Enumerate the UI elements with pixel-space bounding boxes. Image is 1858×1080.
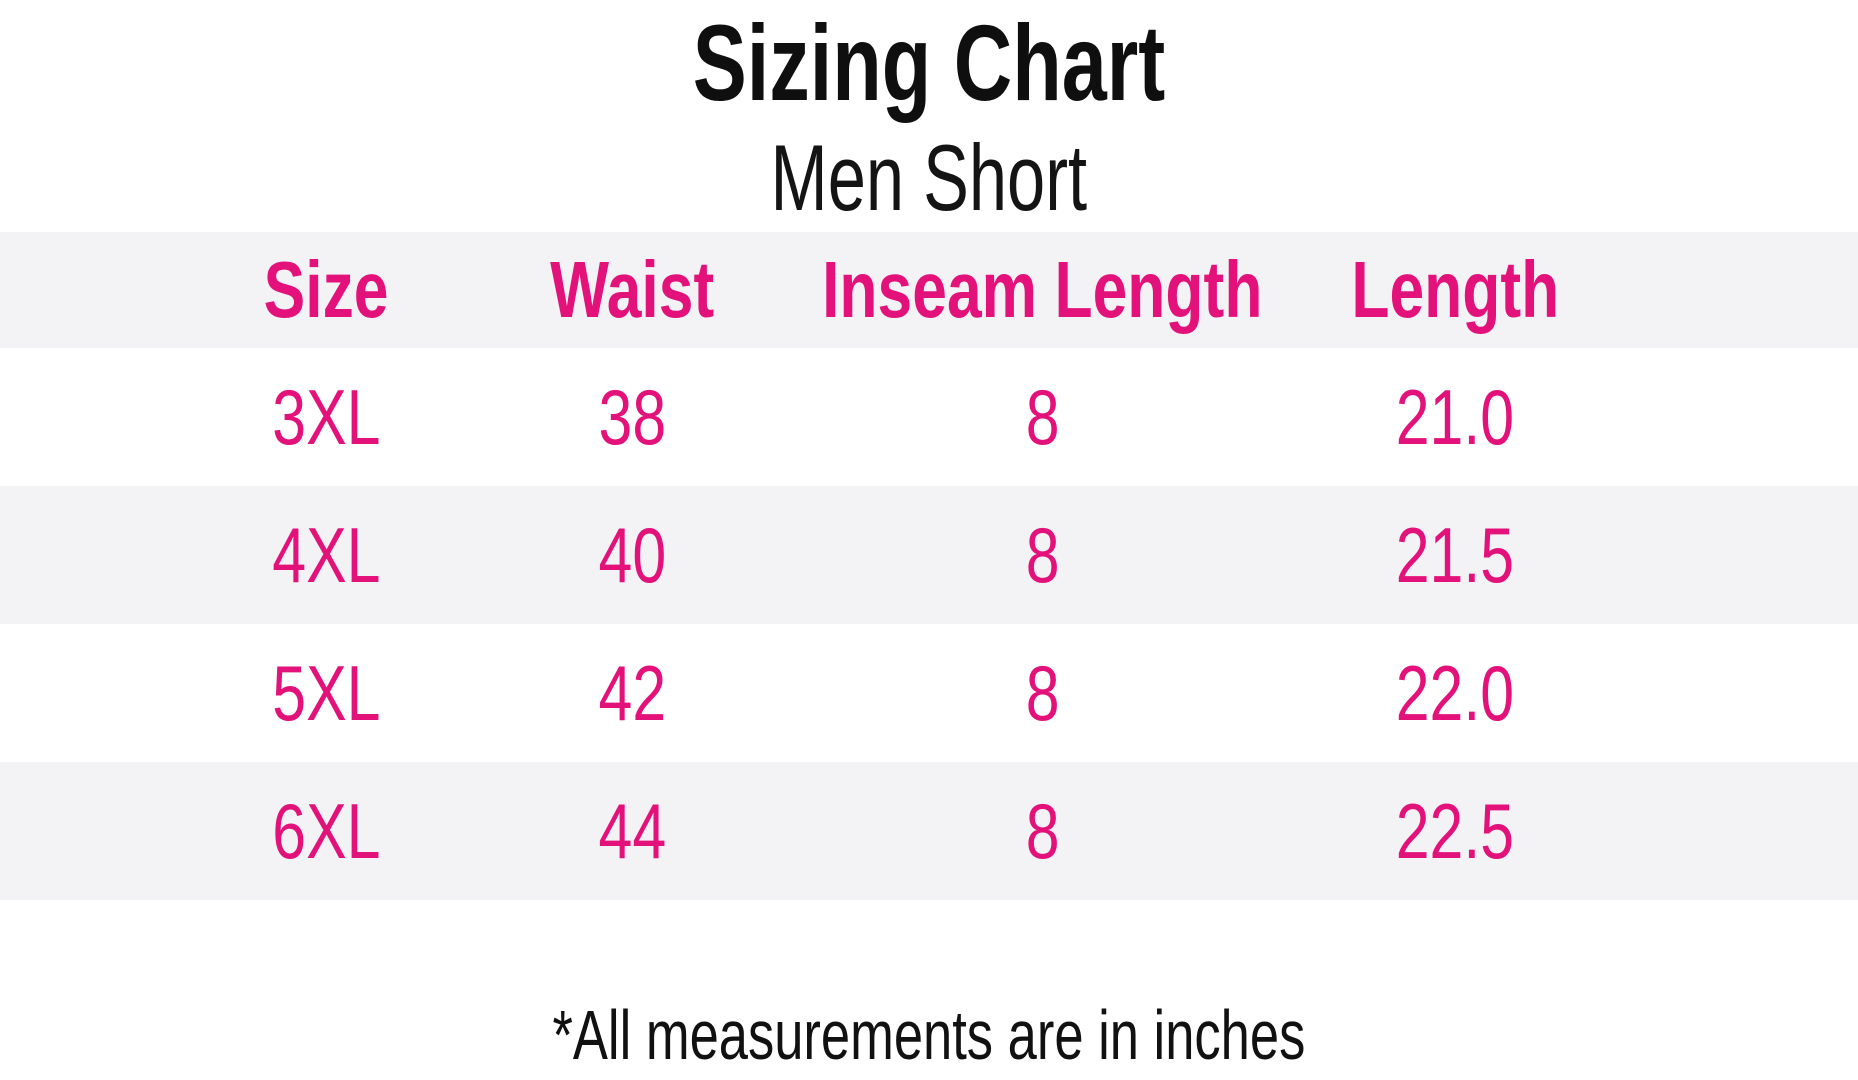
table-cell: 38 (482, 348, 782, 486)
page-subtitle: Men Short (0, 124, 1858, 232)
cell-waist-value: 38 (598, 373, 667, 461)
table-cell: 42 (482, 624, 782, 762)
cell-length-value: 22.5 (1396, 787, 1515, 875)
table-cell: 8 (782, 486, 1302, 624)
table-cell: 40 (482, 486, 782, 624)
table-row-4xl: 4XL 40 8 21.5 (0, 486, 1858, 624)
cell-size-value: 4XL (271, 511, 381, 599)
table-cell: 5XL (170, 624, 482, 762)
cell-size-value: 3XL (271, 373, 381, 461)
cell-inseam-value: 8 (1025, 787, 1060, 875)
page-title-text: Sizing Chart (692, 1, 1166, 123)
cell-waist-value: 44 (598, 787, 667, 875)
header-cell-inseam-length: Inseam Length (782, 232, 1302, 348)
table-cell: 6XL (170, 762, 482, 900)
table-cell: 22.0 (1302, 624, 1608, 762)
table-cell: 22.5 (1302, 762, 1608, 900)
header-cell-waist: Waist (482, 232, 782, 348)
header-cell-length-label: Length (1351, 245, 1560, 334)
table-cell: 3XL (170, 348, 482, 486)
cell-length-value: 22.0 (1396, 649, 1515, 737)
cell-length-value: 21.5 (1396, 511, 1515, 599)
cell-waist-value: 40 (598, 511, 667, 599)
header-cell-size: Size (170, 232, 482, 348)
table-row-5xl: 5XL 42 8 22.0 (0, 624, 1858, 762)
cell-inseam-value: 8 (1025, 373, 1060, 461)
page-title: Sizing Chart (0, 0, 1858, 124)
table-header-row: Size Waist Inseam Length Length (0, 232, 1858, 348)
table-cell: 21.0 (1302, 348, 1608, 486)
measurements-footnote-text: *All measurements are in inches (552, 996, 1306, 1074)
table-cell: 4XL (170, 486, 482, 624)
table-cell: 44 (482, 762, 782, 900)
header-cell-inseam-length-label: Inseam Length (822, 245, 1263, 334)
table-row-6xl: 6XL 44 8 22.5 (0, 762, 1858, 900)
header-cell-size-label: Size (263, 245, 389, 334)
header-cell-length: Length (1302, 232, 1608, 348)
table-cell: 8 (782, 624, 1302, 762)
cell-inseam-value: 8 (1025, 649, 1060, 737)
measurements-footnote: *All measurements are in inches (0, 966, 1858, 1080)
table-row-3xl: 3XL 38 8 21.0 (0, 348, 1858, 486)
cell-size-value: 5XL (271, 649, 381, 737)
cell-waist-value: 42 (598, 649, 667, 737)
table-cell: 21.5 (1302, 486, 1608, 624)
cell-length-value: 21.0 (1396, 373, 1515, 461)
header-cell-waist-label: Waist (550, 245, 715, 334)
table-cell: 8 (782, 348, 1302, 486)
cell-inseam-value: 8 (1025, 511, 1060, 599)
page-subtitle-text: Men Short (770, 125, 1088, 230)
cell-size-value: 6XL (271, 787, 381, 875)
table-cell: 8 (782, 762, 1302, 900)
